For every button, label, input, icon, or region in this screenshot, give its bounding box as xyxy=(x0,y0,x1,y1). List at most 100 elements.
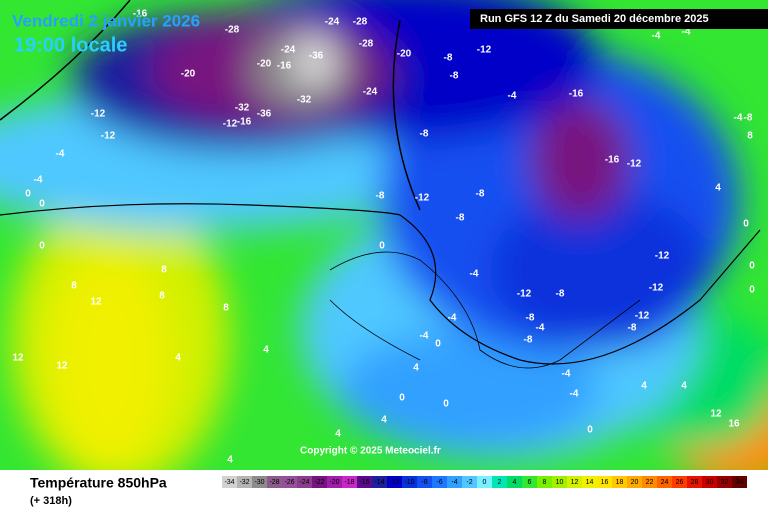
contour-label: 4 xyxy=(413,363,419,374)
contour-label: -4 xyxy=(470,269,479,280)
contour-label: -4 xyxy=(448,313,457,324)
contour-label: -28 xyxy=(359,39,374,50)
contour-label: -8 xyxy=(476,189,485,200)
contour-label: -28 xyxy=(353,17,368,28)
contour-label: -24 xyxy=(363,87,378,98)
copyright: Copyright © 2025 Meteociel.fr xyxy=(300,446,441,457)
color-swatch xyxy=(387,476,402,488)
contour-label: 0 xyxy=(435,339,441,350)
contour-label: -28 xyxy=(225,25,240,36)
scale-label: 34 xyxy=(736,479,744,486)
color-swatch xyxy=(447,476,462,488)
contour-label: 4 xyxy=(681,381,687,392)
scale-label: 20 xyxy=(631,479,639,486)
contour-label: -12 xyxy=(655,251,670,262)
scale-label: -34 xyxy=(224,479,234,486)
color-swatch xyxy=(627,476,642,488)
run-info: Run GFS 12 Z du Samedi 20 décembre 2025 xyxy=(480,13,709,25)
contour-label: 0 xyxy=(443,399,449,410)
contour-label: -36 xyxy=(309,51,324,62)
contour-label: -16 xyxy=(605,155,620,166)
temperature-field xyxy=(0,0,768,490)
contour-label: 0 xyxy=(25,189,31,200)
scale-label: -2 xyxy=(466,479,472,486)
contour-label: -32 xyxy=(235,103,250,114)
color-swatch xyxy=(492,476,507,488)
scale-label: -16 xyxy=(359,479,369,486)
scale-label: -22 xyxy=(314,479,324,486)
contour-label: -20 xyxy=(397,49,412,60)
scale-label: 30 xyxy=(706,479,714,486)
contour-label: 0 xyxy=(39,241,45,252)
contour-label: 0 xyxy=(743,219,749,230)
color-swatch xyxy=(552,476,567,488)
scale-label: 10 xyxy=(556,479,564,486)
color-swatch xyxy=(252,476,267,488)
scale-label: 4 xyxy=(513,479,517,486)
contour-label: -4 xyxy=(34,175,43,186)
contour-label: 0 xyxy=(39,199,45,210)
contour-label: -12 xyxy=(635,311,650,322)
contour-label: -20 xyxy=(181,69,196,80)
scale-label: -4 xyxy=(451,479,457,486)
contour-label: -12 xyxy=(91,109,106,120)
color-swatch xyxy=(372,476,387,488)
contour-label: -4 xyxy=(536,323,545,334)
contour-label: -12 xyxy=(517,289,532,300)
scale-label: 0 xyxy=(483,479,487,486)
contour-label: -4 xyxy=(420,331,429,342)
contour-label: -12 xyxy=(477,45,492,56)
contour-label: 4 xyxy=(641,381,647,392)
color-swatch xyxy=(402,476,417,488)
forecast-time: 19:00 locale xyxy=(14,34,127,56)
color-swatch xyxy=(312,476,327,488)
contour-label: 0 xyxy=(587,425,593,436)
legend-title: Température 850hPa xyxy=(30,475,167,491)
scale-label: -18 xyxy=(344,479,354,486)
color-swatch xyxy=(732,476,747,488)
scale-label: -24 xyxy=(299,479,309,486)
contour-label: 4 xyxy=(263,345,269,356)
contour-label: -12 xyxy=(223,119,238,130)
contour-label: -8 xyxy=(556,289,565,300)
contour-label: -8 xyxy=(744,113,753,124)
contour-label: -8 xyxy=(628,323,637,334)
color-swatch xyxy=(537,476,552,488)
color-swatch xyxy=(237,476,252,488)
contour-label: 0 xyxy=(749,261,755,272)
scale-label: 12 xyxy=(571,479,579,486)
contour-label: 4 xyxy=(715,183,721,194)
contour-label: -4 xyxy=(734,113,743,124)
scale-label: -20 xyxy=(329,479,339,486)
contour-label: -8 xyxy=(526,313,535,324)
color-swatch xyxy=(417,476,432,488)
contour-label: -24 xyxy=(281,45,296,56)
contour-label: -8 xyxy=(444,53,453,64)
color-swatch xyxy=(477,476,492,488)
scale-label: 14 xyxy=(586,479,594,486)
contour-label: 16 xyxy=(728,419,740,430)
contour-label: -8 xyxy=(524,335,533,346)
contour-label: 8 xyxy=(223,303,229,314)
scale-label: -10 xyxy=(404,479,414,486)
contour-label: -24 xyxy=(325,17,340,28)
scale-label: -28 xyxy=(269,479,279,486)
color-swatch xyxy=(642,476,657,488)
color-swatch xyxy=(282,476,297,488)
contour-label: -4 xyxy=(508,91,517,102)
color-swatch xyxy=(432,476,447,488)
contour-label: -20 xyxy=(257,59,272,70)
color-swatch xyxy=(687,476,702,488)
scale-label: -32 xyxy=(239,479,249,486)
color-swatch xyxy=(357,476,372,488)
contour-label: 8 xyxy=(71,281,77,292)
contour-label: -4 xyxy=(652,31,661,42)
contour-label: -12 xyxy=(101,131,116,142)
scale-label: 32 xyxy=(721,479,729,486)
contour-label: -8 xyxy=(450,71,459,82)
contour-label: 12 xyxy=(710,409,722,420)
contour-label: -16 xyxy=(277,61,292,72)
contour-label: -4 xyxy=(570,389,579,400)
color-swatch xyxy=(702,476,717,488)
